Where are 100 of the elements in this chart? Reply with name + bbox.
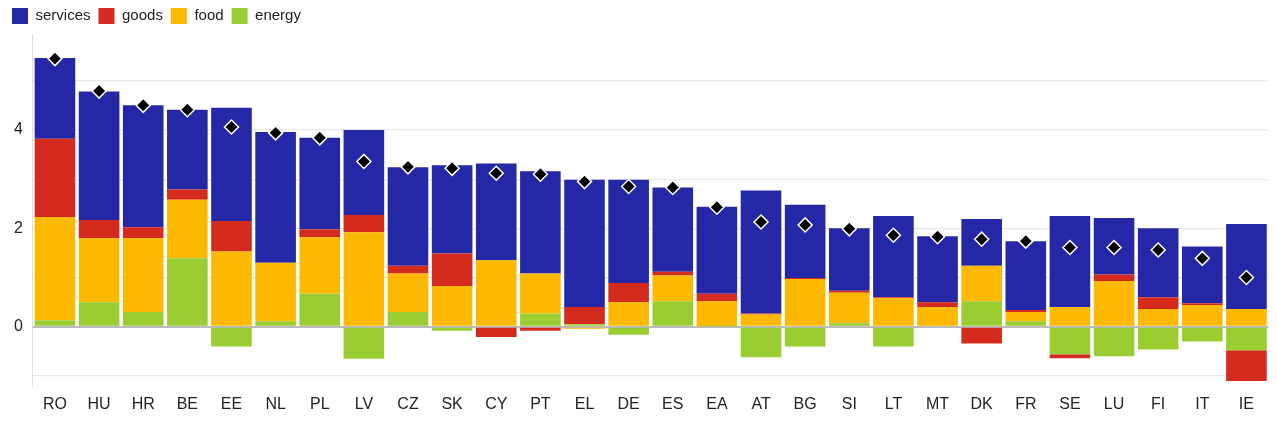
bar: [343, 327, 385, 359]
bar: [652, 271, 694, 276]
bar: [1182, 246, 1223, 304]
x-tick-label: LV: [354, 394, 374, 412]
bar: [696, 293, 738, 302]
point: [488, 165, 504, 181]
point: [753, 214, 769, 230]
x-tick-label: DK: [970, 394, 994, 412]
bar: [122, 312, 164, 326]
x-tick-label: EL: [574, 394, 595, 412]
point: [885, 227, 902, 243]
y-tick-label: 4: [13, 120, 23, 138]
x-tick-label: EE: [220, 394, 243, 412]
point: [179, 102, 196, 118]
bar: [167, 109, 208, 190]
bar: [167, 199, 208, 259]
x-tick-label: SI: [841, 394, 857, 412]
bar: [475, 327, 517, 338]
bar: [299, 237, 341, 294]
x-tick-label: DE: [617, 394, 640, 412]
point: [532, 166, 549, 182]
bar: [122, 227, 164, 239]
bar: [608, 282, 649, 303]
bar: [740, 327, 782, 358]
x-tick-label: NL: [265, 394, 286, 412]
x-tick-label: PT: [530, 394, 551, 412]
bar: [564, 307, 605, 325]
bar: [784, 327, 826, 347]
bar: [828, 292, 870, 324]
point: [1150, 242, 1166, 258]
bar: [961, 219, 1002, 266]
bar: [475, 163, 517, 261]
bar: [78, 238, 120, 303]
legend-label: services: [35, 6, 91, 24]
bar: [608, 179, 649, 283]
x-tick-label: PL: [309, 394, 330, 412]
x-tick-label: HR: [131, 394, 155, 412]
bar: [122, 238, 164, 312]
bar: [873, 327, 914, 347]
point: [91, 83, 107, 99]
bar: [1137, 228, 1179, 298]
bar: [873, 298, 914, 326]
bar: [1137, 327, 1179, 350]
x-tick-label: RO: [42, 394, 67, 412]
x-tick-label: EA: [706, 394, 728, 412]
bar: [343, 215, 385, 233]
bar: [211, 327, 252, 347]
bar: [387, 167, 429, 266]
bar: [1049, 216, 1091, 308]
bar: [211, 220, 252, 252]
bar: [1226, 223, 1267, 310]
bar: [1226, 309, 1267, 326]
bar: [917, 236, 958, 303]
x-tick-label: HU: [87, 394, 111, 412]
bar: [387, 273, 429, 312]
x-tick-label: LT: [884, 394, 903, 412]
bar: [343, 129, 385, 216]
x-tick-label: MT: [925, 394, 950, 412]
point: [223, 119, 240, 135]
y-tick-label: 0: [13, 317, 23, 335]
x-tick-label: CZ: [397, 394, 419, 412]
x-tick-label: CY: [485, 394, 508, 412]
bar: [961, 301, 1002, 326]
bar: [784, 279, 826, 326]
bar: [1049, 307, 1091, 326]
bar: [1049, 327, 1091, 355]
bar: [652, 187, 694, 272]
bar: [652, 301, 694, 326]
bar: [520, 313, 561, 326]
bar: [961, 265, 1002, 302]
bar: [1182, 305, 1223, 326]
bar: [78, 302, 120, 326]
bar: [1182, 327, 1223, 342]
x-tick-label: FI: [1151, 394, 1166, 412]
point: [1238, 269, 1255, 286]
bar: [78, 219, 120, 239]
bar: [1049, 354, 1091, 359]
y-tick-label: 2: [13, 218, 23, 236]
bar: [255, 321, 296, 326]
bar: [1226, 327, 1267, 351]
bar: [78, 91, 120, 220]
x-tick-label: IE: [1238, 394, 1254, 412]
bar: [299, 293, 341, 326]
point: [400, 159, 416, 175]
x-tick-label: ES: [662, 394, 684, 412]
bar: [696, 301, 738, 327]
bar: [255, 262, 296, 322]
bar: [299, 229, 341, 238]
bar: [343, 232, 385, 326]
x-tick-label: LU: [1103, 394, 1125, 412]
bar: [652, 275, 694, 302]
bar: [1093, 218, 1135, 275]
bar: [828, 228, 870, 291]
bar: [828, 323, 870, 326]
bar: [1005, 312, 1047, 322]
bar: [255, 131, 296, 263]
bar: [211, 107, 252, 221]
x-tick-label: SK: [441, 394, 464, 412]
bar: [1137, 297, 1179, 310]
x-tick-label: IT: [1195, 394, 1210, 412]
